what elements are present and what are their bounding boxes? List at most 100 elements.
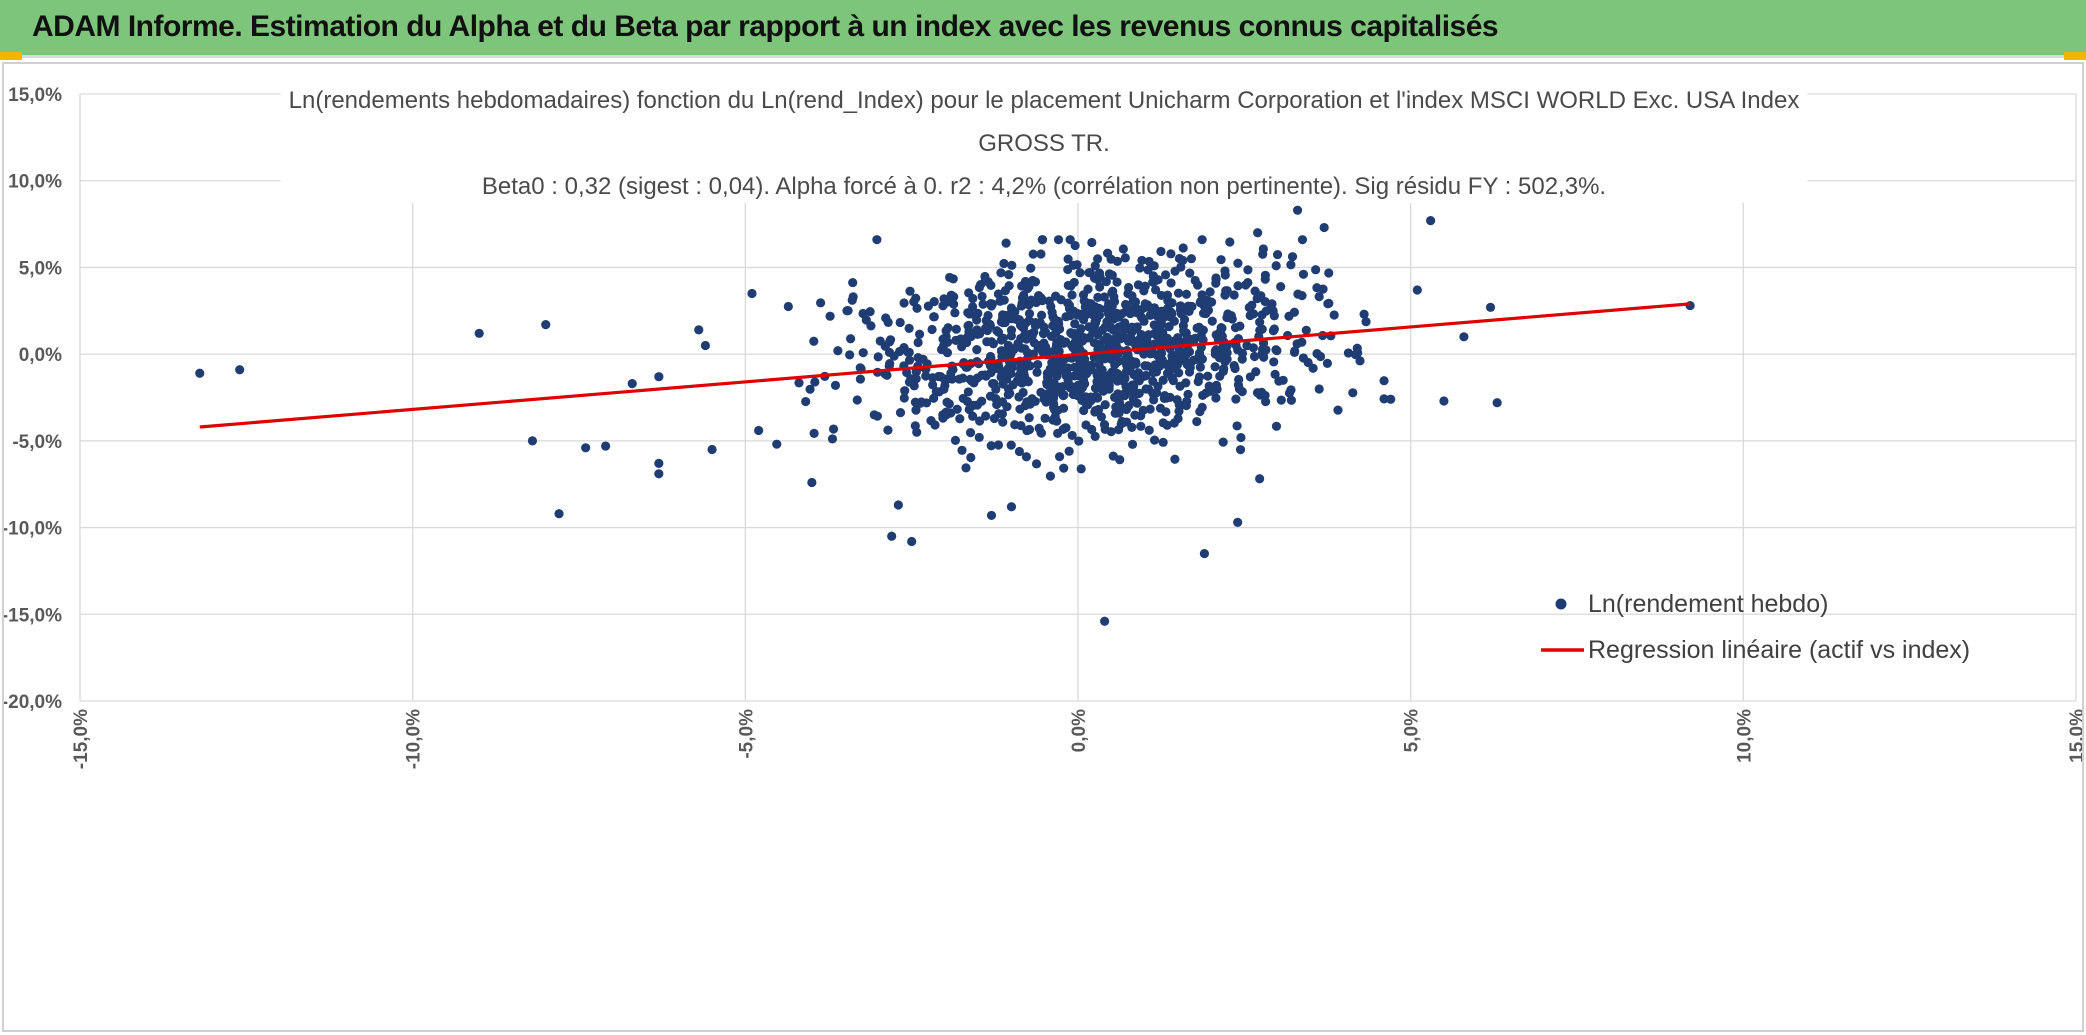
data-point bbox=[1175, 301, 1186, 311]
data-point bbox=[1030, 277, 1041, 287]
data-point bbox=[1269, 357, 1279, 367]
data-point bbox=[195, 368, 205, 378]
data-point bbox=[1138, 405, 1148, 415]
scatter-chart: 15,0% 10,0% 5,0% 0,0% -5,0% -10,0% -15,0% -20,0… bbox=[4, 78, 2082, 769]
data-point bbox=[1132, 398, 1142, 408]
data-point bbox=[986, 280, 996, 290]
data-point bbox=[977, 396, 987, 406]
data-point bbox=[1038, 329, 1049, 339]
data-point bbox=[883, 317, 893, 327]
data-point bbox=[1181, 289, 1192, 299]
data-point bbox=[1075, 345, 1085, 355]
data-point bbox=[1292, 339, 1302, 349]
data-point bbox=[1150, 360, 1160, 370]
y-tick-label: 0,0% bbox=[19, 345, 62, 366]
data-point bbox=[845, 334, 856, 344]
data-point bbox=[1003, 390, 1013, 400]
data-point bbox=[801, 396, 811, 407]
data-point bbox=[1284, 388, 1295, 398]
data-point bbox=[1111, 402, 1121, 412]
data-point bbox=[999, 258, 1009, 269]
data-point bbox=[1219, 364, 1229, 374]
data-point bbox=[1103, 309, 1114, 319]
x-tick-label: 5,0% bbox=[1402, 709, 1423, 752]
data-point bbox=[986, 299, 996, 309]
data-point bbox=[1187, 301, 1197, 312]
data-point bbox=[1319, 222, 1329, 233]
data-point bbox=[1064, 446, 1074, 456]
data-point bbox=[1248, 343, 1259, 353]
data-point bbox=[809, 336, 819, 346]
x-tick-label: -15,0% bbox=[71, 709, 92, 769]
data-point bbox=[1286, 260, 1296, 270]
data-point bbox=[654, 372, 664, 382]
data-point bbox=[1137, 255, 1147, 266]
data-point bbox=[942, 374, 952, 385]
data-point bbox=[1153, 275, 1163, 285]
data-point bbox=[1272, 346, 1282, 356]
data-point bbox=[1162, 368, 1173, 378]
data-point bbox=[1086, 361, 1096, 371]
x-tick-label: 0,0% bbox=[1069, 709, 1090, 752]
data-point bbox=[1176, 309, 1187, 319]
data-point bbox=[809, 428, 819, 439]
data-point bbox=[916, 397, 927, 407]
data-point bbox=[1113, 312, 1124, 322]
y-tick-label: -15,0% bbox=[4, 605, 62, 626]
data-point bbox=[957, 342, 967, 352]
data-point bbox=[1160, 270, 1171, 280]
data-point bbox=[1124, 401, 1134, 411]
data-point bbox=[1093, 376, 1103, 386]
data-point bbox=[968, 302, 978, 312]
y-tick-label: -5,0% bbox=[12, 432, 62, 453]
data-point bbox=[966, 452, 976, 463]
data-point bbox=[1080, 310, 1091, 320]
data-point bbox=[1142, 361, 1152, 371]
data-point bbox=[1386, 394, 1396, 404]
data-point bbox=[1131, 323, 1142, 334]
data-point bbox=[1024, 300, 1034, 310]
data-point bbox=[1260, 270, 1270, 280]
data-point bbox=[1067, 290, 1077, 300]
data-point bbox=[949, 292, 959, 302]
data-point bbox=[955, 414, 965, 424]
data-point bbox=[1059, 338, 1069, 348]
y-tick-label: -10,0% bbox=[4, 519, 62, 540]
data-point bbox=[938, 301, 948, 311]
data-point bbox=[1001, 238, 1011, 248]
data-point bbox=[957, 445, 967, 455]
data-point bbox=[1063, 254, 1073, 264]
data-point bbox=[1080, 369, 1090, 379]
data-point bbox=[1426, 216, 1436, 226]
data-point bbox=[965, 428, 976, 438]
data-point bbox=[1004, 269, 1014, 280]
data-point bbox=[929, 297, 939, 307]
data-point bbox=[1051, 328, 1061, 338]
data-point bbox=[1186, 334, 1196, 345]
data-point bbox=[1164, 311, 1174, 321]
data-point bbox=[1222, 312, 1232, 323]
data-point bbox=[1183, 389, 1193, 399]
data-point bbox=[928, 373, 938, 383]
chart-area: 15,0% 10,0% 5,0% 0,0% -5,0% -10,0% -15,0% -20,0… bbox=[2, 62, 2084, 1032]
data-point bbox=[941, 326, 951, 336]
data-point bbox=[1120, 253, 1130, 263]
data-point bbox=[998, 417, 1008, 427]
data-point bbox=[1040, 413, 1050, 423]
data-point bbox=[1130, 297, 1141, 307]
data-point bbox=[986, 510, 997, 521]
data-point bbox=[1220, 357, 1230, 367]
data-point bbox=[884, 337, 895, 347]
data-point bbox=[909, 381, 919, 391]
data-point bbox=[1115, 455, 1125, 465]
data-point bbox=[939, 384, 949, 394]
data-point bbox=[1178, 255, 1188, 265]
data-point bbox=[1044, 296, 1054, 306]
data-point bbox=[1116, 419, 1126, 429]
data-point bbox=[964, 404, 974, 415]
data-point bbox=[1230, 363, 1240, 374]
data-point bbox=[872, 411, 882, 421]
data-point bbox=[1095, 282, 1105, 292]
data-point bbox=[1088, 328, 1098, 338]
data-point bbox=[1311, 265, 1321, 275]
